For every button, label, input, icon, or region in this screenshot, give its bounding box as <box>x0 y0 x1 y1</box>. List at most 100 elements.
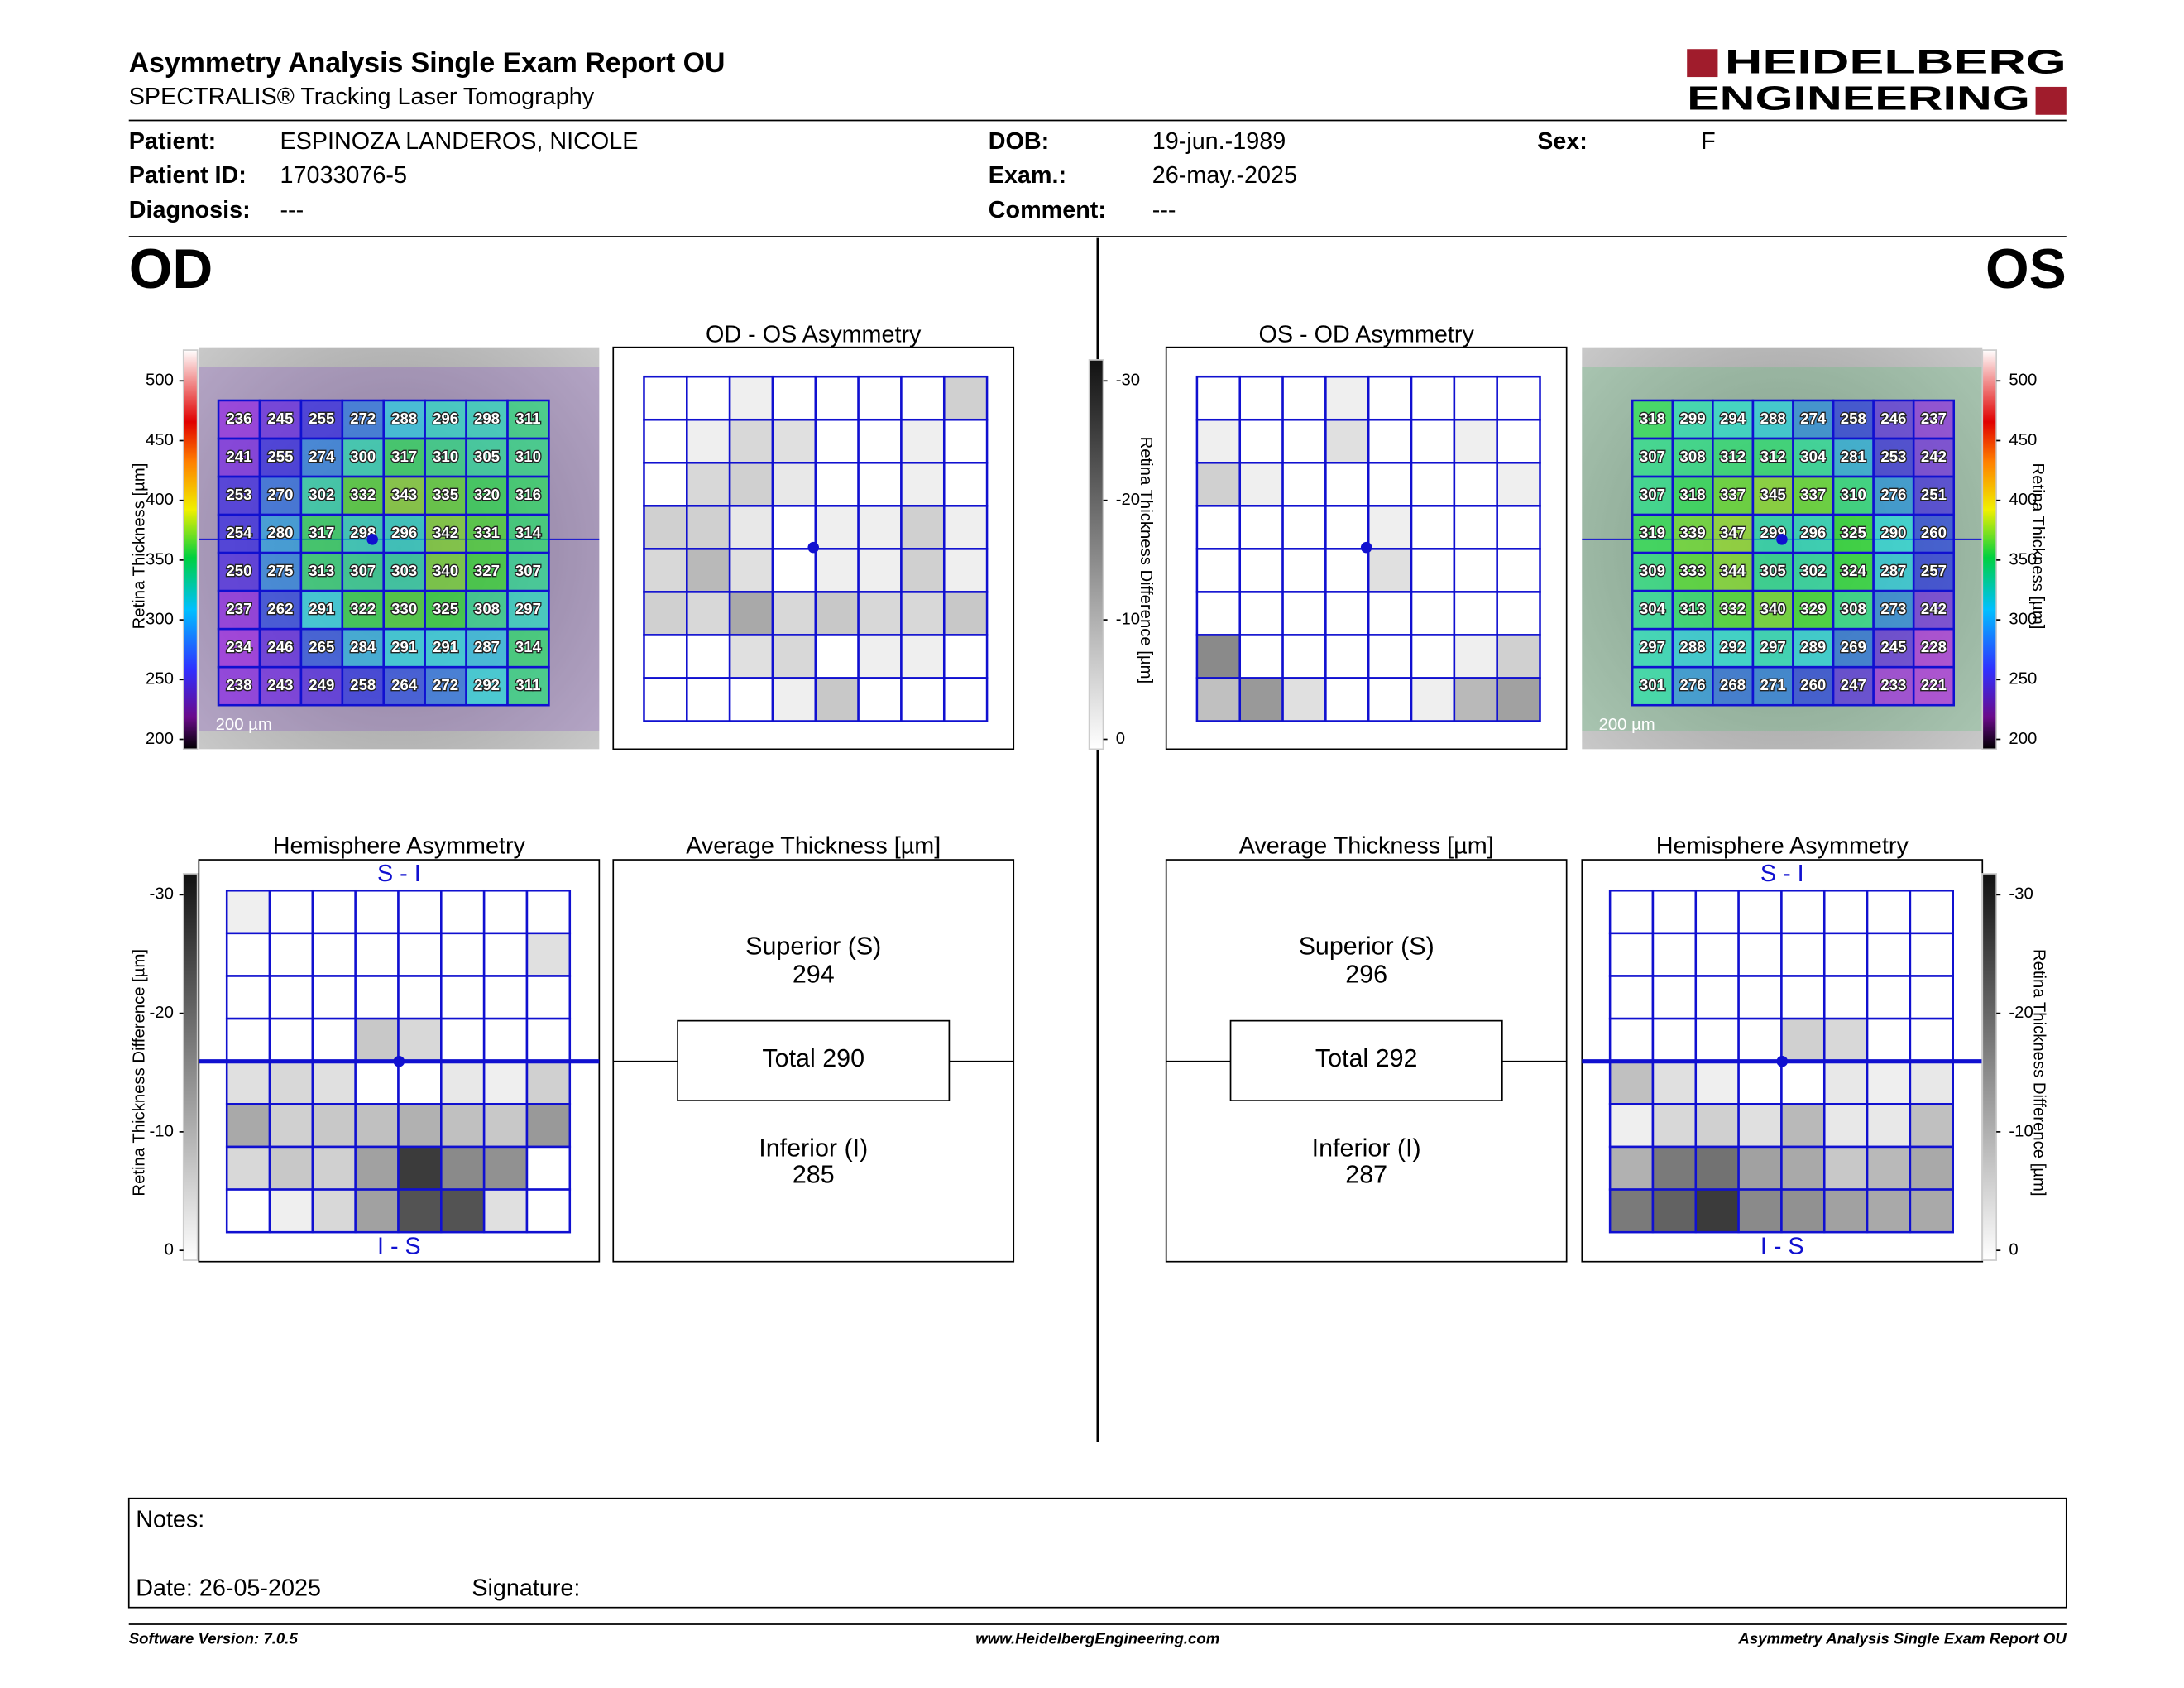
difference-cell <box>1324 677 1370 722</box>
thickness-value: 247 <box>1841 676 1866 693</box>
difference-cell <box>814 591 860 636</box>
difference-cell <box>728 375 774 421</box>
difference-cell <box>771 418 817 464</box>
eye-label: OD <box>129 238 213 300</box>
thickness-value: 274 <box>309 448 335 465</box>
difference-cell <box>814 418 860 464</box>
difference-cell <box>311 889 357 935</box>
difference-cell <box>1694 1060 1740 1105</box>
field-value: 19-jun.-1989 <box>1152 128 1286 155</box>
tick-label: -10 <box>150 1122 174 1140</box>
thickness-cell <box>299 551 344 592</box>
difference-cell <box>397 975 443 1020</box>
thickness-cell <box>1912 437 1956 478</box>
difference-cell <box>643 375 688 421</box>
difference-cell <box>942 591 989 636</box>
panel <box>612 346 1015 750</box>
thickness-value: 296 <box>433 410 458 427</box>
difference-cell <box>728 634 774 679</box>
hemisphere-label: S - I <box>377 861 421 887</box>
difference-cell <box>1195 418 1242 464</box>
tick-label: 400 <box>2009 491 2037 509</box>
difference-cell <box>1737 975 1783 1020</box>
thickness-value: 289 <box>1800 638 1826 655</box>
difference-cell <box>1238 677 1284 722</box>
difference-cell <box>1822 932 1869 977</box>
thickness-value: 245 <box>1880 638 1906 655</box>
difference-cell <box>686 677 731 722</box>
thickness-cell <box>1832 551 1875 592</box>
difference-cell <box>1737 1145 1783 1191</box>
thickness-value: 242 <box>1921 448 1947 465</box>
difference-cell <box>397 1145 443 1191</box>
difference-cell <box>1866 1188 1912 1234</box>
thickness-value: 291 <box>433 638 458 655</box>
difference-cell <box>1367 375 1413 421</box>
tick-label: -10 <box>2009 1122 2033 1140</box>
difference-cell <box>354 1188 400 1234</box>
difference-cell <box>942 677 989 722</box>
thickness-cell <box>382 627 426 669</box>
thickness-cell <box>465 627 509 669</box>
thickness-cell <box>258 627 303 669</box>
difference-cell <box>1608 1060 1655 1105</box>
difference-cell <box>1608 1188 1655 1234</box>
difference-cell <box>942 548 989 593</box>
fovea-dot <box>807 541 820 554</box>
difference-cell <box>1453 505 1498 550</box>
difference-cell <box>268 1103 314 1149</box>
thickness-value: 276 <box>1880 486 1906 503</box>
thickness-value: 314 <box>515 524 542 541</box>
thickness-cell <box>1912 475 1956 516</box>
average-label: Inferior (I) <box>759 1134 868 1162</box>
thickness-value: 311 <box>515 676 540 693</box>
panel-title: OS - OD Asymmetry <box>1258 322 1474 348</box>
difference-cell <box>440 889 486 935</box>
thickness-value: 258 <box>1841 410 1866 427</box>
thickness-value: 255 <box>309 410 334 427</box>
thickness-cell <box>258 513 303 554</box>
footer-right: Asymmetry Analysis Single Exam Report OU <box>1737 1630 2067 1647</box>
thickness-cell <box>424 475 467 516</box>
difference-cell <box>268 1060 314 1105</box>
tick-label: -30 <box>1116 372 1140 390</box>
difference-cell <box>1822 1017 1869 1062</box>
difference-cell <box>900 375 946 421</box>
thickness-cell <box>1751 437 1794 478</box>
field-label: Patient: <box>129 128 216 155</box>
difference-cell <box>525 932 572 977</box>
difference-cell <box>1909 1145 1954 1191</box>
thickness-cell <box>1912 665 1956 707</box>
difference-cell <box>857 418 903 464</box>
thickness-value: 311 <box>515 410 540 427</box>
difference-cell <box>1909 932 1954 977</box>
thickness-value: 316 <box>515 486 541 503</box>
thickness-cell <box>1671 627 1714 669</box>
thickness-value: 308 <box>1841 600 1866 617</box>
thickness-value: 262 <box>267 600 293 617</box>
thickness-value: 253 <box>226 486 251 503</box>
thickness-cell <box>341 475 385 516</box>
difference-cell <box>1367 591 1413 636</box>
thickness-value: 272 <box>433 676 458 693</box>
difference-cell <box>857 462 903 507</box>
difference-cell <box>482 1145 529 1191</box>
difference-cell <box>1909 1103 1954 1149</box>
thickness-value: 296 <box>391 524 417 541</box>
difference-cell <box>354 932 400 977</box>
difference-cell <box>942 505 989 550</box>
thickness-value: 325 <box>1841 524 1866 541</box>
difference-cell <box>1909 889 1954 935</box>
thickness-value: 290 <box>1880 524 1906 541</box>
notes-box <box>127 1497 2067 1609</box>
thickness-value: 337 <box>1800 486 1826 503</box>
thickness-cell <box>1712 665 1755 707</box>
thickness-value: 308 <box>474 600 500 617</box>
average-value: 294 <box>793 961 835 989</box>
average-label: Superior (S) <box>1299 933 1434 961</box>
difference-cell <box>525 975 572 1020</box>
thickness-value: 340 <box>433 562 458 579</box>
eye-label: OS <box>1985 238 2067 300</box>
difference-cell <box>900 462 946 507</box>
difference-cell <box>814 677 860 722</box>
